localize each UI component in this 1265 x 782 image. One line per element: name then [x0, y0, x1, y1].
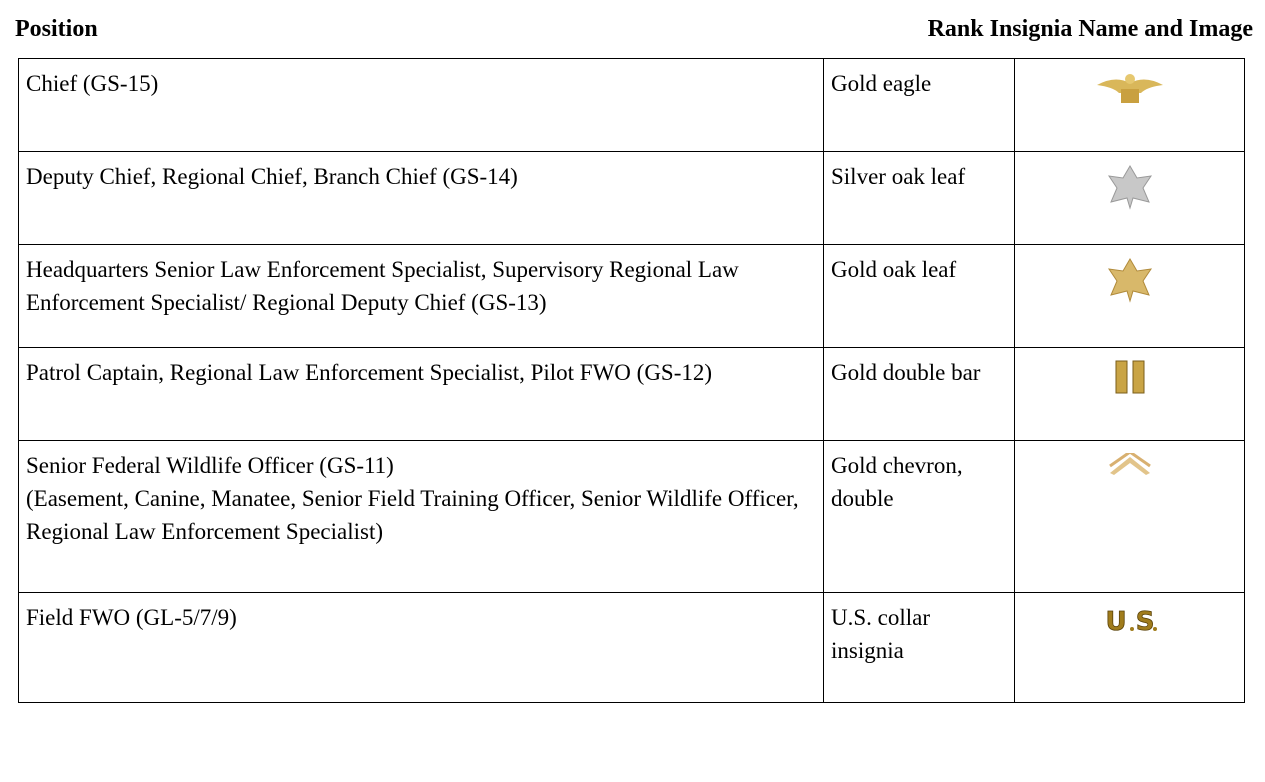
insignia-icon [1115, 374, 1145, 399]
insignia-image-cell: U S [1015, 593, 1245, 703]
position-cell: Field FWO (GL-5/7/9) [19, 593, 824, 703]
insignia-name-cell: Silver oak leaf [824, 152, 1015, 245]
insignia-name-cell: Gold double bar [824, 348, 1015, 441]
table-row: Deputy Chief, Regional Chief, Branch Chi… [19, 152, 1245, 245]
insignia-icon [1095, 87, 1165, 112]
insignia-name-cell: Gold eagle [824, 59, 1015, 152]
insignia-name-cell: U.S. collar insignia [824, 593, 1015, 703]
insignia-name-cell: Gold oak leaf [824, 245, 1015, 348]
table-row: Headquarters Senior Law Enforcement Spec… [19, 245, 1245, 348]
position-cell: Senior Federal Wildlife Officer (GS-11) … [19, 441, 824, 593]
position-cell: Chief (GS-15) [19, 59, 824, 152]
svg-text:U S: U S [1105, 607, 1154, 635]
insignia-icon: U S [1099, 615, 1161, 640]
insignia-icon [1107, 190, 1153, 215]
position-cell: Headquarters Senior Law Enforcement Spec… [19, 245, 824, 348]
insignia-icon [1108, 457, 1152, 482]
position-cell: Patrol Captain, Regional Law Enforcement… [19, 348, 824, 441]
table-row: Chief (GS-15)Gold eagle [19, 59, 1245, 152]
position-cell: Deputy Chief, Regional Chief, Branch Chi… [19, 152, 824, 245]
insignia-image-cell [1015, 59, 1245, 152]
insignia-image-cell [1015, 348, 1245, 441]
insignia-image-cell [1015, 245, 1245, 348]
insignia-name-cell: Gold chevron, double [824, 441, 1015, 593]
column-header: Rank Insignia Name and Image [928, 16, 1253, 43]
table-row: Senior Federal Wildlife Officer (GS-11) … [19, 441, 1245, 593]
insignia-image-cell [1015, 152, 1245, 245]
insignia-image-cell [1015, 441, 1245, 593]
column-header: Position [15, 16, 98, 43]
insignia-icon [1105, 283, 1155, 308]
table-row: Patrol Captain, Regional Law Enforcement… [19, 348, 1245, 441]
table-row: Field FWO (GL-5/7/9)U.S. collar insignia… [19, 593, 1245, 703]
page: Position Rank Insignia Name and Image Ch… [0, 0, 1265, 782]
